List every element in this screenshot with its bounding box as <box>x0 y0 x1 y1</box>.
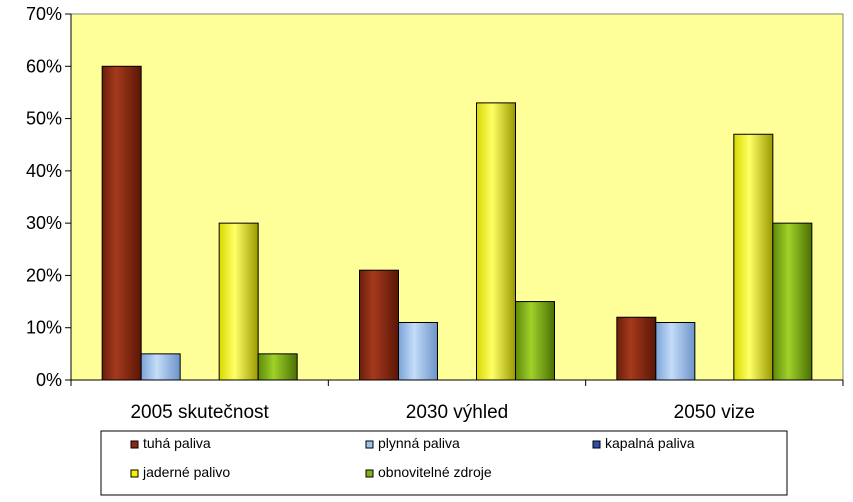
bar-5-2 <box>515 301 555 381</box>
bar-2-2 <box>398 321 438 381</box>
y-tick-label: 20% <box>26 265 62 285</box>
bar-1-3 <box>616 316 657 381</box>
y-tick-label: 30% <box>26 213 62 233</box>
legend-label: obnovitelné zdroje <box>378 464 492 480</box>
bars-group <box>101 65 813 381</box>
x-category-label: 2030 výhled <box>406 402 508 423</box>
y-tick-label: 50% <box>26 109 62 129</box>
bar-4-1 <box>218 222 259 381</box>
bar-1-1 <box>101 65 142 381</box>
legend-swatch <box>130 440 139 449</box>
y-axis: 0% 10% 20% 30% 40% 50% 60% 70% <box>26 4 71 390</box>
legend-swatch <box>365 469 374 478</box>
legend-swatch <box>365 440 374 449</box>
y-tick-label: 70% <box>26 4 62 24</box>
legend-box <box>100 430 788 496</box>
legend-label: jaderné palivo <box>142 464 230 480</box>
x-category-label: 2005 skutečnost <box>130 402 269 423</box>
legend-label: plynná paliva <box>378 435 460 451</box>
bar-4-3 <box>733 133 774 381</box>
x-axis: 2005 skutečnost 2030 výhled 2050 vize <box>70 380 844 423</box>
y-tick-label: 60% <box>26 56 62 76</box>
bar-5-1 <box>257 353 298 381</box>
plot-area <box>70 13 844 381</box>
bar-2-3 <box>655 321 696 381</box>
y-tick-label: 10% <box>26 318 62 338</box>
legend: tuhá paliva plynná paliva kapalná paliva ja… <box>100 430 788 496</box>
legend-label: tuhá paliva <box>143 435 211 451</box>
bar-2-1 <box>140 353 181 381</box>
y-tick-label: 0% <box>36 370 62 390</box>
legend-swatch <box>130 469 139 478</box>
legend-label: kapalná paliva <box>605 435 695 451</box>
legend-swatch <box>592 440 601 449</box>
bar-1-2 <box>359 269 399 381</box>
x-category-label: 2050 vize <box>674 402 755 423</box>
y-tick-label: 40% <box>26 161 62 181</box>
bar-5-3 <box>772 222 813 381</box>
bar-4-2 <box>476 102 516 381</box>
